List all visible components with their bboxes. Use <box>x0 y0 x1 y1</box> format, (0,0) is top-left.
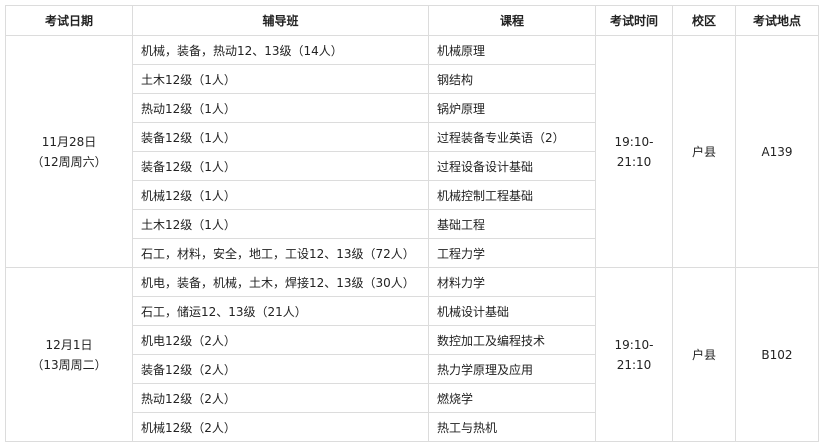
class-cell: 机械12级（2人） <box>132 412 429 442</box>
class-cell: 机械12级（1人） <box>132 180 429 210</box>
course-cell: 机械设计基础 <box>428 296 596 326</box>
class-cell: 装备12级（1人） <box>132 122 429 152</box>
course-cell: 过程装备专业英语（2） <box>428 122 596 152</box>
course-cell: 热工与热机 <box>428 412 596 442</box>
header-location: 考试地点 <box>735 5 819 36</box>
exam-date-cell: 11月28日 （12周周六） <box>5 35 133 268</box>
table-row: 机械12级（2人） 热工与热机 <box>6 412 819 442</box>
class-cell: 土木12级（1人） <box>132 64 429 94</box>
table-row: 土木12级（1人） 钢结构 <box>6 64 819 94</box>
course-cell: 数控加工及编程技术 <box>428 325 596 355</box>
course-cell: 锅炉原理 <box>428 93 596 123</box>
exam-week: （13周周二） <box>31 357 107 372</box>
exam-time-cell: 19:10-21:10 <box>595 267 673 442</box>
location-cell: A139 <box>735 35 819 268</box>
course-cell: 材料力学 <box>428 267 596 297</box>
header-campus: 校区 <box>672 5 736 36</box>
class-cell: 装备12级（1人） <box>132 151 429 181</box>
course-cell: 燃烧学 <box>428 383 596 413</box>
table-row: 装备12级（1人） 过程装备专业英语（2） <box>6 122 819 152</box>
header-row: 考试日期 辅导班 课程 考试时间 校区 考试地点 <box>5 5 819 36</box>
header-date: 考试日期 <box>5 5 133 36</box>
table-row: 12月1日 （13周周二） 机电，装备，机械，土木，焊接12、13级（30人） 材料力… <box>5 267 819 442</box>
header-class: 辅导班 <box>132 5 429 36</box>
exam-date: 12月1日 <box>45 337 93 352</box>
course-cell: 基础工程 <box>428 209 596 239</box>
header-course: 课程 <box>428 5 596 36</box>
exam-time-cell: 19:10-21:10 <box>595 35 673 268</box>
course-cell: 工程力学 <box>428 238 596 268</box>
class-cell: 石工，材料，安全，地工，工设12、13级（72人） <box>132 238 429 268</box>
table-row: 土木12级（1人） 基础工程 <box>6 209 819 239</box>
course-cell: 热力学原理及应用 <box>428 354 596 384</box>
course-cell: 机械控制工程基础 <box>428 180 596 210</box>
class-cell: 热动12级（2人） <box>132 383 429 413</box>
exam-date-cell: 12月1日 （13周周二） <box>5 267 133 442</box>
class-cell: 热动12级（1人） <box>132 93 429 123</box>
class-cell: 机械，装备，热动12、13级（14人） <box>132 35 429 65</box>
table-row: 装备12级（1人） 过程设备设计基础 <box>6 151 819 181</box>
exam-date: 11月28日 <box>41 134 97 149</box>
class-cell: 机电，装备，机械，土木，焊接12、13级（30人） <box>132 267 429 297</box>
class-cell: 机电12级（2人） <box>132 325 429 355</box>
class-cell: 土木12级（1人） <box>132 209 429 239</box>
course-cell: 钢结构 <box>428 64 596 94</box>
class-cell: 装备12级（2人） <box>132 354 429 384</box>
exam-week: （12周周六） <box>31 154 107 169</box>
location-cell: B102 <box>735 267 819 442</box>
exam-schedule-table: 考试日期 辅导班 课程 考试时间 校区 考试地点 11月28日 （12周周六） 机械… <box>5 5 819 442</box>
table-row: 机械12级（1人） 机械控制工程基础 <box>6 180 819 210</box>
table-row: 机电12级（2人） 数控加工及编程技术 <box>6 325 819 355</box>
class-cell: 石工，储运12、13级（21人） <box>132 296 429 326</box>
table-row: 石工，材料，安全，地工，工设12、13级（72人） 工程力学 <box>6 238 819 268</box>
table-row: 热动12级（1人） 锅炉原理 <box>6 93 819 123</box>
table-row: 热动12级（2人） 燃烧学 <box>6 383 819 413</box>
table-row: 11月28日 （12周周六） 机械，装备，热动12、13级（14人） 机械原理 19:1… <box>5 35 819 268</box>
course-cell: 过程设备设计基础 <box>428 151 596 181</box>
table-row: 石工，储运12、13级（21人） 机械设计基础 <box>6 296 819 326</box>
course-cell: 机械原理 <box>428 35 596 65</box>
campus-cell: 户县 <box>672 267 736 442</box>
campus-cell: 户县 <box>672 35 736 268</box>
header-time: 考试时间 <box>595 5 673 36</box>
